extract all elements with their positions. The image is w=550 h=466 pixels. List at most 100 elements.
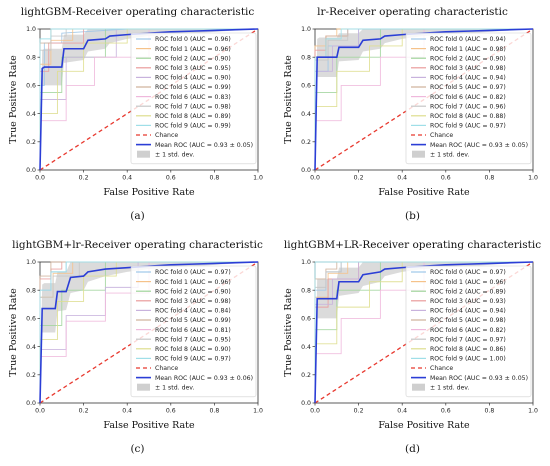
x-tick-label: 0.0	[310, 408, 320, 415]
y-tick-label: 1.0	[301, 26, 311, 33]
y-tick-label: 0.8	[26, 287, 36, 294]
legend-label: ROC fold 4 (AUC = 0.94)	[430, 75, 506, 82]
legend-label: ROC fold 5 (AUC = 0.99)	[155, 84, 231, 91]
panel-caption: (a)	[130, 210, 144, 222]
legend-label: ROC fold 0 (AUC = 0.97)	[430, 269, 506, 276]
legend-label: ROC fold 4 (AUC = 0.84)	[155, 308, 231, 315]
chart-title: lr-Receiver operating characteristic	[317, 6, 508, 18]
legend-label: ROC fold 3 (AUC = 0.98)	[155, 298, 231, 305]
roc-panel-c: lightGBM+lr-Receiver operating character…	[0, 233, 275, 466]
panel-caption: (d)	[405, 443, 420, 455]
x-tick-label: 0.6	[166, 175, 176, 182]
legend-label: ROC fold 6 (AUC = 0.83)	[155, 94, 231, 101]
legend-swatch	[137, 383, 150, 391]
legend-label: ROC fold 7 (AUC = 0.95)	[155, 336, 231, 343]
roc-chart-d: lightGBM+LR-Receiver operating character…	[283, 239, 541, 455]
x-tick-label: 0.4	[397, 175, 407, 182]
legend-swatch	[412, 383, 425, 391]
x-tick-label: 0.8	[484, 175, 494, 182]
y-tick-label: 1.0	[301, 259, 311, 266]
legend-label: Chance	[430, 132, 453, 139]
y-tick-label: 0.4	[301, 344, 311, 351]
legend-label: ROC fold 9 (AUC = 0.97)	[155, 356, 231, 363]
x-tick-label: 0.2	[354, 408, 364, 415]
y-tick-label: 0.0	[301, 167, 311, 174]
x-axis-label: False Positive Rate	[378, 187, 470, 198]
legend-label: ROC fold 1 (AUC = 0.96)	[155, 279, 231, 286]
x-axis-label: False Positive Rate	[103, 187, 195, 198]
legend-label: Mean ROC (AUC = 0.93 ± 0.05)	[155, 142, 253, 149]
x-tick-label: 0.6	[166, 408, 176, 415]
y-axis-label: True Positive Rate	[283, 288, 294, 377]
legend-label: ROC fold 9 (AUC = 0.99)	[155, 123, 231, 130]
x-tick-label: 0.0	[310, 175, 320, 182]
legend-label: Chance	[155, 132, 178, 139]
mean-roc-line	[39, 261, 259, 404]
legend-label: ± 1 std. dev.	[155, 151, 194, 158]
chart-title: lightGBM+LR-Receiver operating character…	[284, 239, 541, 251]
y-tick-label: 0.6	[26, 316, 36, 323]
chart-title: lightGBM+lr-Receiver operating character…	[12, 239, 263, 251]
legend-label: ROC fold 4 (AUC = 0.90)	[155, 75, 231, 82]
legend-label: ROC fold 1 (AUC = 0.96)	[155, 46, 231, 53]
legend-label: Mean ROC (AUC = 0.93 ± 0.05)	[430, 375, 528, 382]
x-tick-label: 1.0	[528, 408, 538, 415]
legend-label: Mean ROC (AUC = 0.93 ± 0.06)	[155, 375, 253, 382]
y-tick-label: 0.4	[26, 344, 36, 351]
legend-label: ROC fold 7 (AUC = 0.96)	[430, 103, 506, 110]
roc-panel-a: lightGBM-Receiver operating characterist…	[0, 0, 275, 233]
x-tick-label: 0.4	[122, 175, 132, 182]
legend-label: ROC fold 2 (AUC = 0.90)	[430, 55, 506, 62]
y-tick-label: 0.0	[26, 167, 36, 174]
y-tick-label: 0.8	[301, 54, 311, 61]
x-tick-label: 0.2	[79, 175, 89, 182]
x-tick-label: 1.0	[253, 175, 263, 182]
x-axis-label: False Positive Rate	[103, 420, 195, 431]
legend-label: ROC fold 4 (AUC = 0.94)	[430, 308, 506, 315]
legend-label: Mean ROC (AUC = 0.93 ± 0.05)	[430, 142, 528, 149]
y-tick-label: 1.0	[26, 26, 36, 33]
y-axis-label: True Positive Rate	[283, 55, 294, 144]
x-tick-label: 0.8	[209, 408, 219, 415]
std-dev-band	[315, 29, 533, 170]
roc-panel-d: lightGBM+LR-Receiver operating character…	[275, 233, 550, 466]
y-tick-label: 0.0	[26, 400, 36, 407]
x-tick-label: 0.8	[209, 175, 219, 182]
legend-label: Chance	[430, 365, 453, 372]
roc-fold-8-line	[39, 261, 258, 403]
legend-swatch	[412, 150, 425, 158]
legend-label: ROC fold 0 (AUC = 0.94)	[430, 36, 506, 43]
legend-label: ROC fold 1 (AUC = 0.98)	[430, 46, 506, 53]
legend-label: ROC fold 7 (AUC = 0.97)	[430, 336, 506, 343]
y-tick-label: 0.6	[301, 316, 311, 323]
legend-label: ROC fold 8 (AUC = 0.90)	[155, 346, 231, 353]
legend-label: ROC fold 3 (AUC = 0.98)	[430, 65, 506, 72]
legend-label: ROC fold 5 (AUC = 0.97)	[430, 84, 506, 91]
panel-caption: (c)	[130, 443, 144, 455]
legend-label: ROC fold 0 (AUC = 0.97)	[155, 269, 231, 276]
y-axis-label: True Positive Rate	[8, 288, 19, 377]
x-tick-label: 1.0	[528, 175, 538, 182]
legend-label: ROC fold 0 (AUC = 0.96)	[155, 36, 231, 43]
x-tick-label: 0.0	[35, 175, 45, 182]
legend-label: ± 1 std. dev.	[430, 151, 469, 158]
y-tick-label: 0.2	[301, 372, 311, 379]
legend-label: ROC fold 8 (AUC = 0.86)	[430, 346, 506, 353]
legend-label: ROC fold 9 (AUC = 0.97)	[430, 123, 506, 130]
x-tick-label: 0.4	[397, 408, 407, 415]
x-tick-label: 1.0	[253, 408, 263, 415]
x-tick-label: 0.4	[122, 408, 132, 415]
y-tick-label: 0.6	[301, 83, 311, 90]
legend-box	[405, 32, 532, 165]
x-tick-label: 0.6	[441, 408, 451, 415]
legend-label: ROC fold 2 (AUC = 0.90)	[155, 288, 231, 295]
legend-label: ROC fold 7 (AUC = 0.98)	[155, 103, 231, 110]
legend-label: ± 1 std. dev.	[430, 384, 469, 391]
panel-caption: (b)	[405, 210, 420, 222]
x-tick-label: 0.8	[484, 408, 494, 415]
legend-label: ROC fold 2 (AUC = 0.90)	[155, 55, 231, 62]
legend-label: ROC fold 9 (AUC = 1.00)	[430, 356, 506, 363]
mean-roc-line	[314, 28, 534, 171]
legend-label: ROC fold 8 (AUC = 0.88)	[430, 113, 506, 120]
